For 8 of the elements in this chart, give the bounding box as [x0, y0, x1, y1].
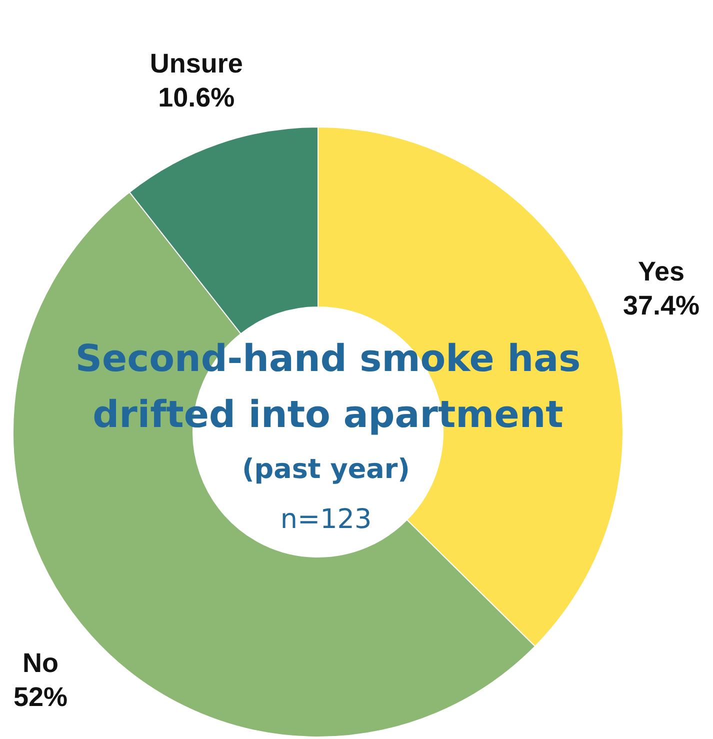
data-label: 52%	[13, 682, 68, 712]
slice-label: Unsure	[150, 48, 243, 78]
text: n=123	[280, 504, 372, 535]
text: (past year)	[242, 454, 410, 485]
slice-label: No	[22, 648, 59, 678]
data-label: 10.6%	[158, 82, 235, 112]
data-label: 37.4%	[622, 290, 700, 321]
slice-label: Yes	[638, 256, 685, 287]
